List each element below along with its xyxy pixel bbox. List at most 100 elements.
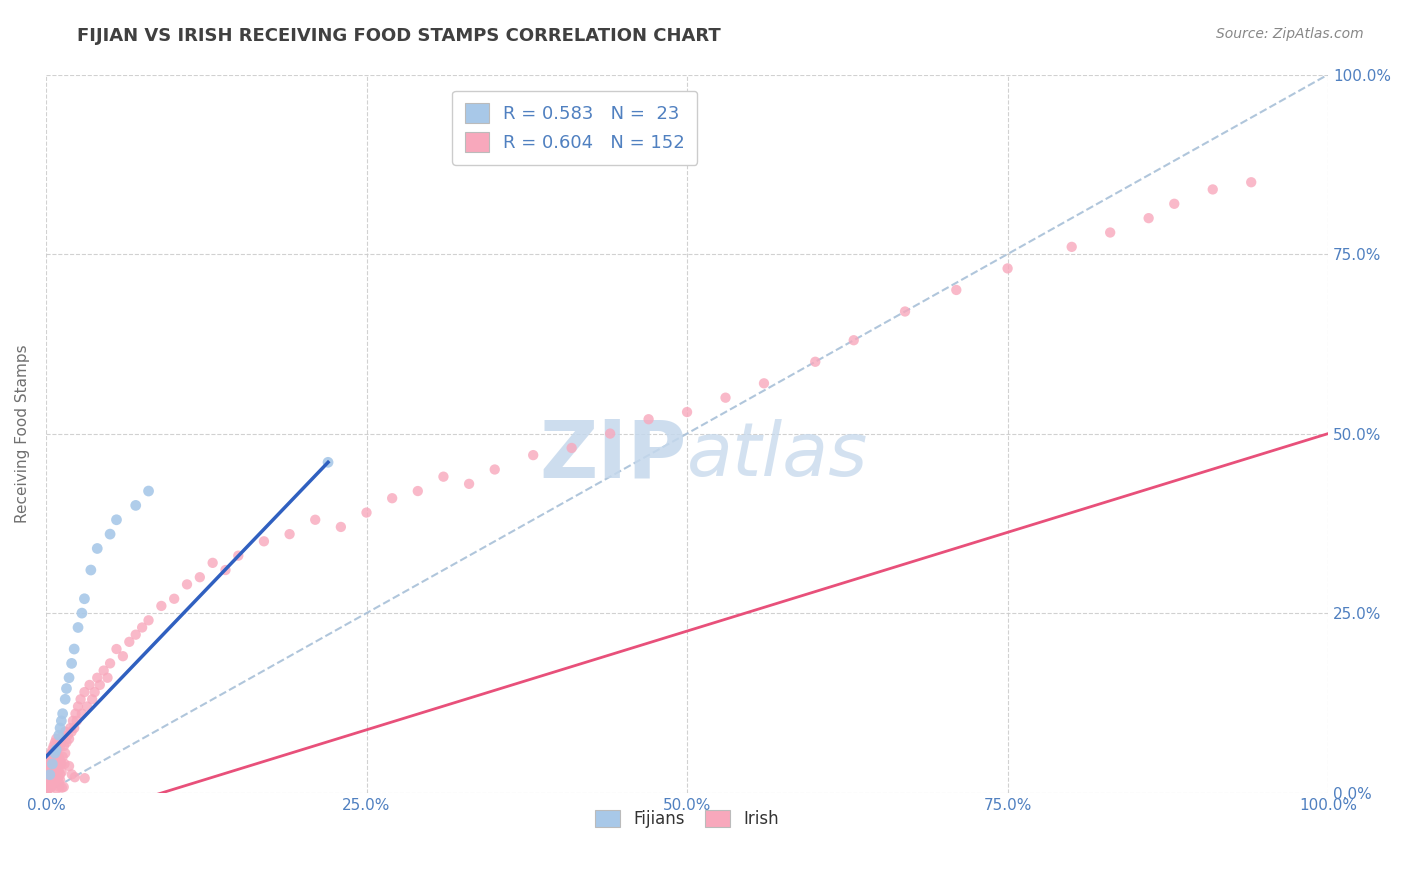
Point (45, 742, 67, 756)
Point (804, 355, 827, 369)
Point (45, 731, 67, 746)
Point (42, 774, 65, 789)
Point (41, 769, 63, 783)
Point (60, 767, 83, 781)
Point (201, 556, 224, 570)
Point (304, 513, 326, 527)
Point (49, 739, 72, 753)
Point (176, 577, 198, 591)
Point (894, 304, 917, 318)
Point (44, 764, 66, 778)
Point (39, 763, 62, 777)
Point (39, 780, 62, 795)
Text: Source: ZipAtlas.com: Source: ZipAtlas.com (1216, 27, 1364, 41)
Point (60, 724, 83, 739)
Point (63, 770, 86, 784)
Point (55, 735, 77, 749)
Point (37, 778, 59, 792)
Point (41, 758, 63, 772)
Point (73, 771, 96, 785)
Point (278, 527, 301, 541)
Point (37, 782, 59, 797)
Point (58, 731, 80, 746)
Point (432, 469, 454, 483)
Point (163, 591, 186, 606)
Point (73, 685, 96, 699)
Point (35, 778, 58, 792)
Point (842, 333, 865, 347)
Point (39, 757, 62, 772)
Point (63, 642, 86, 657)
Point (42, 767, 65, 781)
Point (52, 739, 75, 753)
Point (44, 764, 66, 778)
Point (73, 591, 96, 606)
Point (329, 520, 352, 534)
Point (48, 764, 70, 778)
Point (70, 706, 93, 721)
Point (51, 714, 73, 728)
Point (38, 772, 60, 786)
Point (86, 541, 108, 556)
Point (37, 758, 59, 772)
Point (83, 685, 105, 699)
Point (676, 405, 699, 419)
Point (38, 768, 60, 782)
Point (138, 613, 160, 627)
Point (38, 768, 60, 782)
Point (37, 767, 59, 781)
Point (39, 780, 62, 795)
Point (41, 759, 63, 773)
Point (406, 483, 429, 498)
Point (38, 759, 60, 773)
Point (89, 678, 111, 692)
Point (39, 772, 62, 787)
Point (55, 681, 77, 696)
Point (39, 775, 62, 789)
Point (44, 735, 66, 749)
Point (42, 739, 65, 753)
Point (56, 728, 79, 742)
Point (38, 756, 60, 771)
Text: ZIP: ZIP (540, 417, 688, 494)
Point (561, 441, 583, 455)
Point (48, 775, 70, 789)
Point (44, 746, 66, 760)
Point (66, 714, 89, 728)
Point (253, 534, 276, 549)
Point (86, 671, 108, 685)
Point (105, 642, 128, 657)
Point (69, 692, 91, 706)
Point (38, 749, 60, 764)
Point (51, 756, 73, 771)
Point (37, 778, 59, 792)
Point (458, 476, 481, 491)
Point (35, 783, 58, 797)
Point (49, 772, 72, 787)
Point (38, 760, 60, 774)
Point (45, 760, 67, 774)
Point (41, 771, 63, 785)
Point (37, 773, 59, 788)
Point (60, 657, 83, 671)
Point (41, 756, 63, 771)
Point (52, 728, 75, 742)
Text: FIJIAN VS IRISH RECEIVING FOOD STAMPS CORRELATION CHART: FIJIAN VS IRISH RECEIVING FOOD STAMPS CO… (77, 27, 721, 45)
Point (105, 513, 128, 527)
Point (58, 671, 80, 685)
Point (39, 776, 62, 790)
Point (53, 692, 76, 706)
Point (51, 764, 73, 779)
Point (49, 753, 72, 767)
Point (41, 772, 63, 786)
Point (53, 746, 76, 760)
Point (66, 620, 89, 634)
Point (38, 767, 60, 781)
Point (522, 448, 544, 462)
Text: atlas: atlas (688, 419, 869, 491)
Point (62, 714, 84, 728)
Point (1137, 211, 1160, 226)
Point (599, 426, 621, 441)
Y-axis label: Receiving Food Stamps: Receiving Food Stamps (15, 344, 30, 523)
Point (38, 775, 60, 789)
